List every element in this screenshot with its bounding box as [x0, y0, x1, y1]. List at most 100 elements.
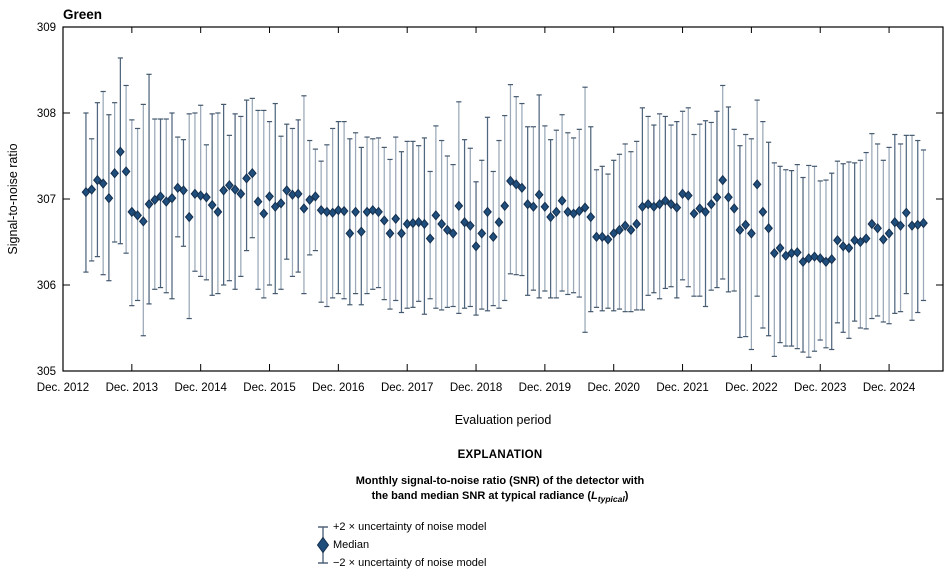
median-diamond: [666, 198, 676, 210]
legend-item-upper: +2 × uncertainty of noise model: [333, 521, 487, 533]
median-diamond: [529, 201, 538, 212]
median-diamond: [443, 224, 452, 236]
median-diamond: [660, 195, 670, 206]
median-diamond: [896, 220, 905, 231]
median-diamond: [747, 228, 756, 239]
y-tick-label: 305: [37, 366, 56, 378]
median-diamond: [706, 198, 716, 210]
median-diamond: [574, 205, 584, 217]
median-diamond: [557, 195, 567, 206]
legend-explanation: EXPLANATION Monthly signal-to-noise rati…: [25, 449, 950, 569]
median-diamond: [437, 218, 446, 230]
median-diamond: [448, 228, 458, 239]
y-tick-label: 309: [37, 22, 56, 34]
median-diamond: [87, 184, 97, 195]
median-diamond: [156, 191, 165, 202]
median-diamond: [127, 206, 137, 218]
median-diamond: [494, 217, 504, 228]
median-diamond: [534, 189, 544, 200]
median-diamond: [620, 220, 630, 231]
median-diamond: [425, 233, 435, 244]
median-diamond: [293, 188, 303, 200]
median-diamond: [270, 201, 280, 212]
median-diamond: [242, 173, 251, 184]
legend-median-diamond: [316, 536, 330, 554]
median-diamond: [724, 192, 733, 203]
median-diamond: [580, 202, 590, 213]
median-diamond: [282, 185, 292, 196]
median-diamond: [316, 205, 326, 216]
legend-item-lower: −2 × uncertainty of noise model: [333, 557, 487, 569]
median-diamond: [225, 180, 234, 191]
median-diamond: [735, 224, 745, 236]
median-diamond: [93, 174, 102, 186]
median-diamond: [460, 217, 469, 228]
x-tick-label: Dec. 2016: [312, 382, 364, 394]
x-tick-label: Dec. 2022: [725, 382, 777, 394]
legend-subtitle: Monthly signal-to-noise ratio (SNR) of t…: [25, 474, 950, 507]
legend-subtitle-close-paren: ): [624, 490, 629, 502]
median-diamond: [506, 175, 515, 187]
median-diamond: [104, 192, 114, 204]
median-diamond: [121, 166, 131, 177]
median-diamond: [798, 256, 808, 267]
median-diamond: [213, 206, 223, 218]
median-diamond: [339, 205, 349, 217]
median-diamond: [827, 254, 837, 265]
median-diamond: [167, 192, 177, 204]
median-diamond: [431, 210, 441, 221]
y-tick-label: 307: [37, 194, 56, 206]
median-diamond: [299, 203, 309, 214]
x-tick-label: Dec. 2024: [863, 382, 916, 394]
median-diamond: [305, 194, 315, 206]
x-tick-label: Dec. 2021: [656, 382, 708, 394]
median-diamond: [689, 208, 699, 219]
y-tick-label: 306: [37, 280, 56, 292]
legend-item-labels: +2 × uncertainty of noise model Median −…: [333, 518, 486, 572]
median-diamond: [276, 198, 286, 209]
median-diamond: [219, 185, 228, 196]
x-tick-label: Dec. 2013: [106, 382, 158, 394]
x-tick-label: Dec. 2018: [450, 382, 502, 394]
error-bar-symbol: [316, 526, 330, 564]
median-diamond: [311, 191, 320, 202]
median-diamond: [236, 188, 246, 200]
median-diamond: [592, 231, 601, 243]
legend-item-median: Median: [333, 539, 370, 551]
median-diamond: [615, 224, 624, 236]
median-diamond: [712, 192, 722, 203]
median-diamond: [523, 198, 533, 210]
median-diamond: [701, 206, 710, 218]
median-diamond: [345, 228, 355, 239]
median-diamond: [253, 196, 263, 207]
median-diamond: [563, 206, 573, 218]
median-diamond: [202, 192, 211, 203]
median-diamond: [856, 236, 865, 248]
legend-subtitle-line1: Monthly signal-to-noise ratio (SNR) of t…: [355, 475, 645, 487]
legend-subtitle-line2-text: the band median SNR at typical radiance …: [371, 490, 592, 502]
y-tick-label: 308: [37, 108, 56, 120]
median-diamond: [890, 217, 900, 228]
median-diamond: [919, 217, 928, 229]
median-diamond: [672, 202, 682, 213]
median-diamond: [500, 200, 510, 212]
median-diamond: [190, 188, 200, 200]
median-diamond: [603, 234, 613, 245]
median-diamond: [838, 241, 848, 252]
median-diamond: [764, 223, 773, 234]
median-diamond: [873, 223, 882, 234]
median-diamond: [695, 203, 705, 214]
median-diamond: [632, 218, 642, 230]
median-diamond: [334, 205, 343, 216]
median-diamond: [626, 224, 636, 236]
median-diamond: [597, 231, 607, 243]
median-diamond: [110, 168, 119, 179]
median-diamond: [511, 179, 521, 190]
x-tick-label: Dec. 2019: [519, 382, 571, 394]
median-diamond: [150, 194, 160, 206]
legend-subtitle-line2: the band median SNR at typical radiance …: [25, 489, 950, 507]
median-diamond: [551, 206, 561, 218]
median-diamond: [477, 228, 487, 239]
median-diamond: [247, 168, 257, 179]
